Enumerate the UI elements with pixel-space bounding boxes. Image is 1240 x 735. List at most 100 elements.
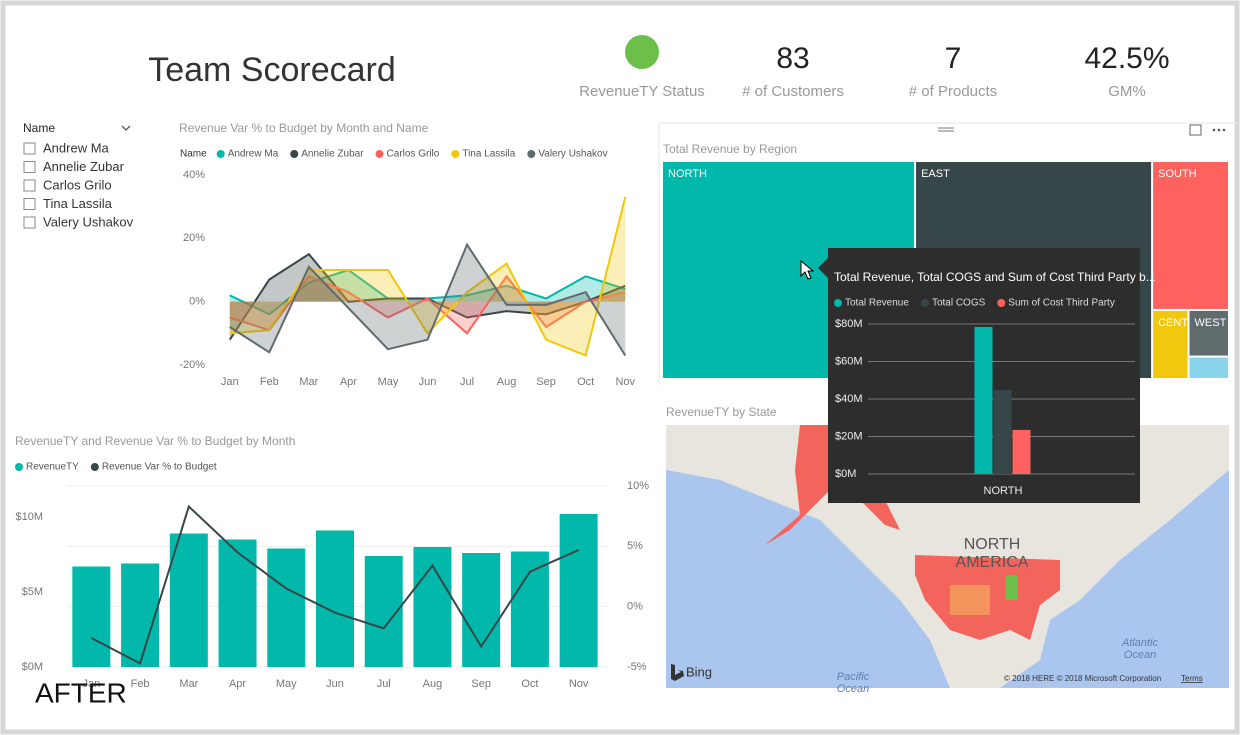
y-tick-label: $10M (15, 511, 43, 523)
kpi-label: # of Products (909, 83, 997, 100)
bar (218, 539, 257, 667)
y-tick-label: -20% (179, 359, 205, 371)
more-options-icon[interactable] (1212, 128, 1216, 132)
tooltip-pointer (818, 258, 828, 278)
more-options-icon[interactable] (1217, 128, 1221, 132)
report-title: Team Scorecard (148, 51, 396, 89)
region-label: AMERICA (956, 554, 1029, 571)
y2-tick-label: 10% (627, 480, 649, 492)
area-fill (229, 270, 626, 315)
more-options-icon[interactable] (1222, 128, 1226, 132)
legend-label: Sum of Cost Third Party (1008, 298, 1115, 309)
legend-label: RevenueTY (26, 462, 79, 473)
y-tick-label: 20% (183, 232, 205, 244)
bar (510, 551, 549, 667)
caption: AFTER (35, 677, 127, 708)
tile-label: WEST (1195, 317, 1227, 329)
x-tick-label: Feb (260, 376, 279, 388)
ocean-label: Atlantic (1121, 637, 1159, 649)
map-state (950, 585, 990, 615)
map-logo: Bing (686, 664, 712, 679)
kpi-value: 42.5% (1084, 42, 1169, 75)
x-tick-label: Feb (131, 678, 150, 690)
map-title: RevenueTY by State (666, 405, 777, 419)
map-attribution: © 2018 HERE © 2018 Microsoft Corporation (1004, 674, 1161, 683)
slicer-chevron[interactable] (121, 125, 131, 131)
chart-title: RevenueTY and Revenue Var % to Budget by… (15, 434, 295, 448)
map-terms[interactable]: Terms (1181, 674, 1203, 683)
x-tick-label: Mar (299, 376, 318, 388)
slicer-checkbox[interactable] (23, 198, 36, 210)
y-tick-label: $5M (22, 586, 43, 598)
y-tick-label: $20M (835, 430, 863, 442)
legend-marker (920, 299, 929, 307)
y-tick-label: $0M (22, 661, 43, 673)
slicer-item: Annelie Zubar (43, 159, 125, 174)
treemap-tile[interactable] (1153, 162, 1228, 309)
bar (462, 553, 501, 667)
chart-title: Total Revenue by Region (663, 142, 797, 156)
area-fill (229, 244, 626, 356)
kpi-value: 7 (945, 42, 962, 75)
ocean-label: Ocean (1124, 649, 1156, 661)
x-tick-label: May (276, 678, 297, 690)
y2-tick-label: 5% (627, 540, 643, 552)
treemap-tile[interactable] (1189, 310, 1228, 356)
x-tick-label: Jul (377, 678, 391, 690)
series-line (229, 242, 627, 357)
series-line (229, 196, 627, 357)
chart-title: Revenue Var % to Budget by Month and Nam… (179, 121, 429, 135)
focus-mode-icon[interactable] (1189, 124, 1202, 136)
y-tick-label: 0% (189, 296, 205, 308)
x-tick-label: Jun (419, 376, 437, 388)
legend-label: Total Revenue (845, 298, 909, 309)
x-tick-label: Apr (340, 376, 357, 388)
map-state (1005, 575, 1018, 600)
legend-marker (216, 150, 225, 158)
slicer-checkbox[interactable] (23, 142, 36, 155)
y-tick-label: $40M (835, 393, 863, 405)
legend-label: Annelie Zubar (301, 149, 364, 160)
slicer-item: Tina Lassila (43, 196, 113, 211)
y-tick-label: 40% (183, 169, 205, 181)
legend-label: Valery Ushakov (538, 149, 607, 160)
treemap-tile[interactable] (1153, 310, 1188, 378)
legend-marker (90, 463, 99, 471)
ocean-label: Ocean (837, 683, 869, 695)
tile-label: SOUTH (1158, 168, 1197, 180)
slicer-checkbox[interactable] (23, 179, 36, 192)
x-tick-label: Sep (471, 678, 491, 690)
y-tick-label: $0M (835, 468, 856, 480)
kpi-label: # of Customers (742, 83, 844, 100)
slicer-item: Andrew Ma (43, 140, 110, 155)
slicer-checkbox[interactable] (23, 216, 36, 229)
legend-marker (290, 150, 299, 158)
bar (316, 530, 354, 667)
legend-label: Tina Lassila (462, 149, 515, 160)
x-tick-label: Aug (423, 678, 443, 690)
treemap-tile[interactable] (1189, 357, 1228, 378)
bar (267, 548, 306, 667)
slicer-checkbox[interactable] (23, 161, 36, 173)
legend-marker (375, 150, 384, 158)
x-tick-label: Sep (536, 376, 556, 388)
x-tick-label: Nov (569, 678, 589, 690)
bar (559, 514, 598, 667)
x-tick-label: Jul (460, 376, 474, 388)
bar (974, 327, 993, 474)
series-line (90, 504, 580, 665)
bar (1012, 429, 1031, 474)
legend-marker (834, 299, 842, 307)
x-tick-label: Oct (521, 678, 538, 690)
tile-label: NORTH (668, 168, 707, 180)
area-fill (229, 276, 626, 334)
mouse-cursor (800, 259, 815, 280)
legend-label: Andrew Ma (228, 149, 279, 160)
area-fill (229, 254, 626, 340)
bar (993, 390, 1012, 474)
x-tick-label: Jan (82, 678, 100, 690)
legend-marker (15, 463, 23, 471)
tile-label: EAST (921, 168, 950, 180)
legend-title: Name (180, 149, 207, 160)
kpi-value: 83 (776, 42, 809, 75)
